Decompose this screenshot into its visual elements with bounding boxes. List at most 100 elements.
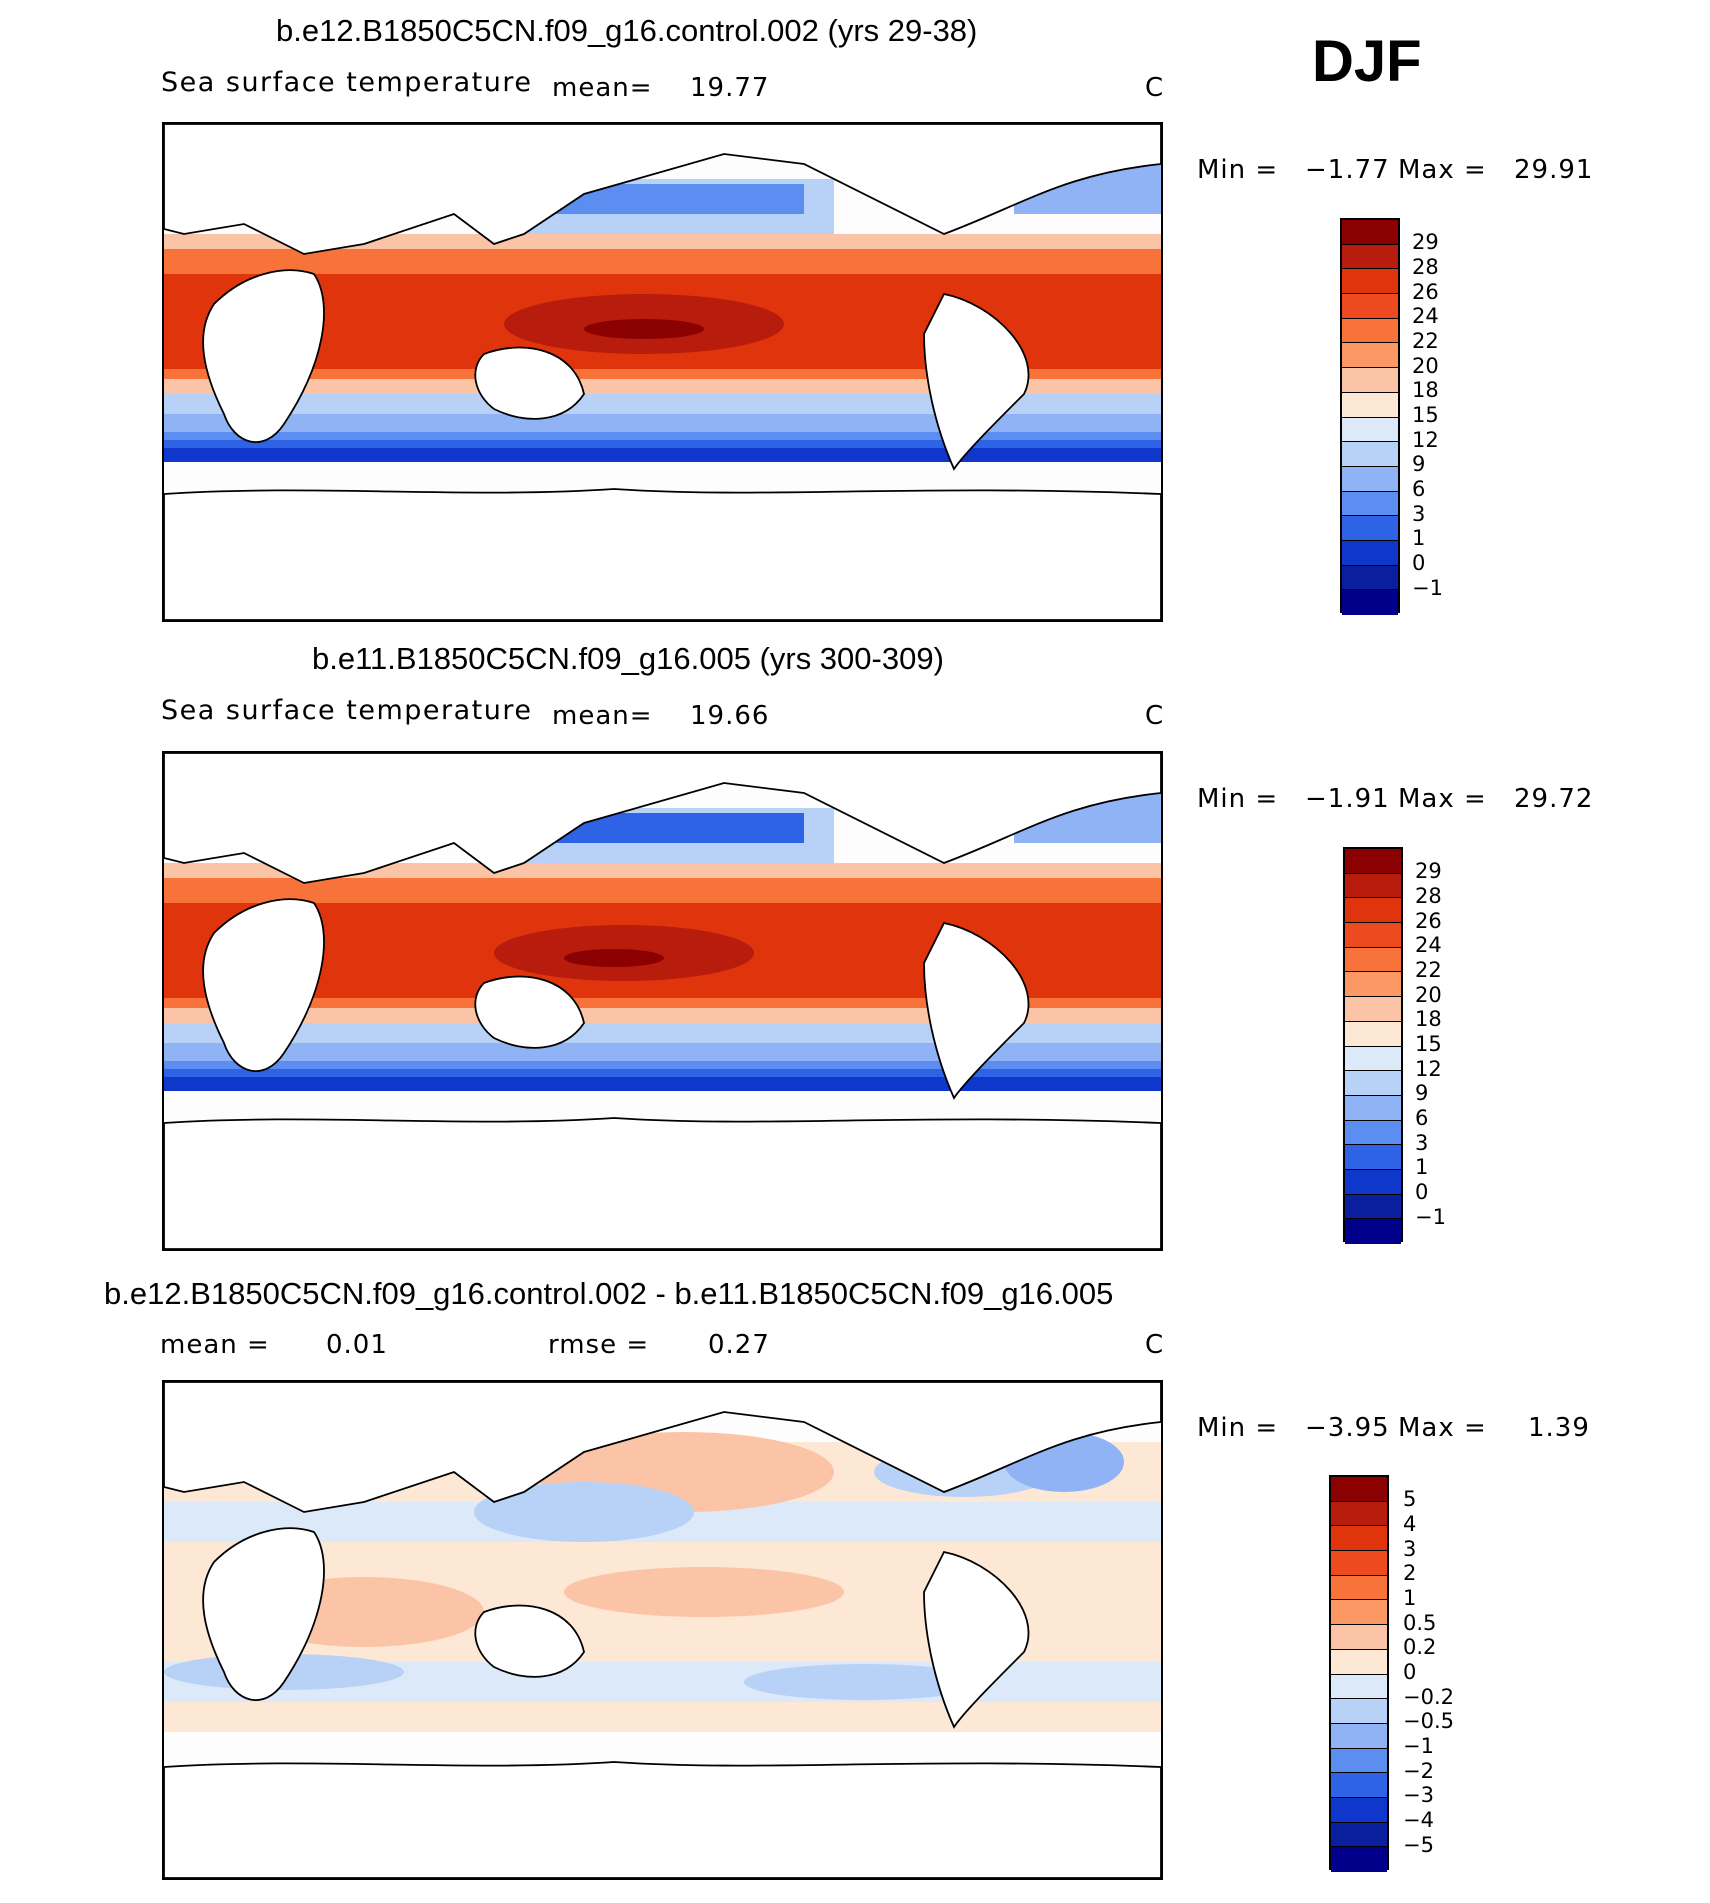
colorbar-swatch	[1342, 540, 1398, 566]
panel3-units: C	[1145, 1330, 1165, 1360]
colorbar-tick-label: 9	[1415, 1081, 1429, 1106]
colorbar-tick-label: 18	[1415, 1007, 1442, 1032]
colorbar-swatch	[1331, 1551, 1387, 1576]
colorbar-tick-label: 24	[1415, 933, 1442, 958]
panel2-units: C	[1145, 701, 1165, 731]
colorbar-swatch	[1331, 1526, 1387, 1552]
colorbar-swatch	[1345, 1145, 1401, 1170]
colorbar-tick-label: 0.5	[1403, 1610, 1437, 1635]
colorbar-swatch	[1331, 1501, 1387, 1527]
panel3-min-value: −3.95	[1305, 1413, 1390, 1443]
colorbar-tick-label: 1	[1412, 526, 1426, 551]
panel3-rmse-value: 0.27	[708, 1330, 770, 1360]
colorbar-swatch	[1342, 516, 1398, 541]
colorbar-swatch	[1342, 392, 1398, 418]
colorbar-tick-label: 24	[1412, 304, 1439, 329]
panel2-colorbar: 29 28 26 24 22 20 18 15 12 9 6 3 1 0 −1	[1343, 847, 1463, 1244]
colorbar-swatch	[1345, 898, 1401, 924]
colorbar-tick-label: 26	[1415, 908, 1442, 933]
panel1-colorbar: 29 28 26 24 22 20 18 15 12 9 6 3 1 0 −1	[1340, 218, 1460, 615]
panel1-colorbar-swatches	[1340, 218, 1400, 615]
colorbar-tick-label: 22	[1415, 957, 1442, 982]
colorbar-swatch	[1342, 417, 1398, 443]
panel1-map	[162, 122, 1163, 622]
colorbar-swatch	[1342, 466, 1398, 492]
colorbar-swatch	[1345, 947, 1401, 973]
colorbar-tick-label: 12	[1412, 427, 1439, 452]
colorbar-swatch	[1345, 873, 1401, 899]
colorbar-tick-label: −0.5	[1403, 1709, 1454, 1734]
panel3-rmse-label: rmse =	[548, 1330, 650, 1360]
panel1-min-value: −1.77	[1305, 155, 1390, 185]
colorbar-swatch	[1345, 997, 1401, 1022]
colorbar-tick-label: 26	[1412, 279, 1439, 304]
colorbar-tick-label: 0.2	[1403, 1635, 1437, 1660]
colorbar-swatch	[1342, 269, 1398, 295]
colorbar-swatch	[1345, 1120, 1401, 1146]
colorbar-swatch	[1345, 849, 1401, 874]
colorbar-tick-label: 0	[1403, 1660, 1417, 1684]
colorbar-tick-label: −0.2	[1403, 1684, 1454, 1709]
colorbar-tick-label: −1	[1412, 575, 1443, 600]
colorbar-tick-label: −3	[1403, 1783, 1434, 1808]
colorbar-tick-label: 0	[1415, 1180, 1429, 1205]
panel3-colorbar-swatches	[1329, 1475, 1389, 1872]
panel2-variable-label: Sea surface temperature	[161, 695, 533, 726]
colorbar-swatch	[1331, 1477, 1387, 1502]
colorbar-swatch	[1345, 1021, 1401, 1047]
panel3-min-label: Min =	[1197, 1413, 1279, 1443]
colorbar-tick-label: −1	[1415, 1204, 1446, 1229]
panel3-max-label: Max =	[1398, 1413, 1487, 1443]
colorbar-swatch	[1331, 1822, 1387, 1848]
panel1-units: C	[1145, 73, 1165, 103]
colorbar-swatch	[1342, 491, 1398, 517]
colorbar-swatch	[1345, 1046, 1401, 1072]
colorbar-tick-label: 6	[1412, 477, 1426, 502]
colorbar-swatch	[1345, 1194, 1401, 1220]
colorbar-tick-label: 29	[1412, 230, 1439, 255]
panel2-min-value: −1.91	[1305, 784, 1390, 814]
colorbar-swatch	[1345, 1219, 1401, 1244]
panel2-mean-value: 19.66	[690, 701, 770, 731]
colorbar-swatch	[1331, 1699, 1387, 1724]
colorbar-swatch	[1331, 1773, 1387, 1798]
panel3-difference-field	[164, 1382, 1161, 1878]
panel2-sst-field	[164, 753, 1161, 1249]
colorbar-swatch	[1342, 294, 1398, 319]
panel2-min-label: Min =	[1197, 784, 1279, 814]
colorbar-tick-label: 22	[1412, 328, 1439, 353]
panel1-mean-value: 19.77	[690, 73, 770, 103]
colorbar-swatch	[1342, 368, 1398, 393]
panel1-min-label: Min =	[1197, 155, 1279, 185]
panel3-mean-label: mean =	[160, 1330, 270, 1360]
panel1-max-label: Max =	[1398, 155, 1487, 185]
colorbar-swatch	[1345, 1169, 1401, 1195]
colorbar-tick-label: 28	[1412, 254, 1439, 279]
colorbar-swatch	[1342, 565, 1398, 591]
panel1-mean-label: mean=	[552, 73, 653, 103]
colorbar-swatch	[1331, 1674, 1387, 1700]
colorbar-tick-label: 28	[1415, 883, 1442, 908]
panel1-max-value: 29.91	[1514, 155, 1594, 185]
colorbar-tick-label: −1	[1403, 1734, 1434, 1759]
colorbar-tick-label: 15	[1415, 1032, 1442, 1056]
colorbar-swatch	[1342, 343, 1398, 369]
colorbar-tick-label: −5	[1403, 1832, 1434, 1857]
colorbar-tick-label: 1	[1403, 1585, 1417, 1610]
panel2-map	[162, 751, 1163, 1251]
colorbar-swatch	[1345, 972, 1401, 998]
colorbar-swatch	[1331, 1847, 1387, 1872]
colorbar-tick-label: 9	[1412, 452, 1426, 477]
panel1-sst-field	[164, 124, 1161, 620]
colorbar-tick-label: 20	[1415, 982, 1442, 1007]
colorbar-tick-label: 29	[1415, 859, 1442, 884]
colorbar-swatch	[1331, 1575, 1387, 1601]
panel1-title: b.e12.B1850C5CN.f09_g16.control.002 (yrs…	[276, 13, 978, 48]
panel2-colorbar-swatches	[1343, 847, 1403, 1244]
colorbar-swatch	[1331, 1748, 1387, 1774]
colorbar-tick-label: 5	[1403, 1487, 1417, 1512]
colorbar-tick-label: 3	[1415, 1130, 1429, 1155]
colorbar-tick-label: 1	[1415, 1155, 1429, 1180]
colorbar-tick-label: −2	[1403, 1758, 1434, 1783]
panel3-colorbar: 5 4 3 2 1 0.5 0.2 0 −0.2 −0.5 −1 −2 −3 −4 −5	[1329, 1475, 1469, 1872]
